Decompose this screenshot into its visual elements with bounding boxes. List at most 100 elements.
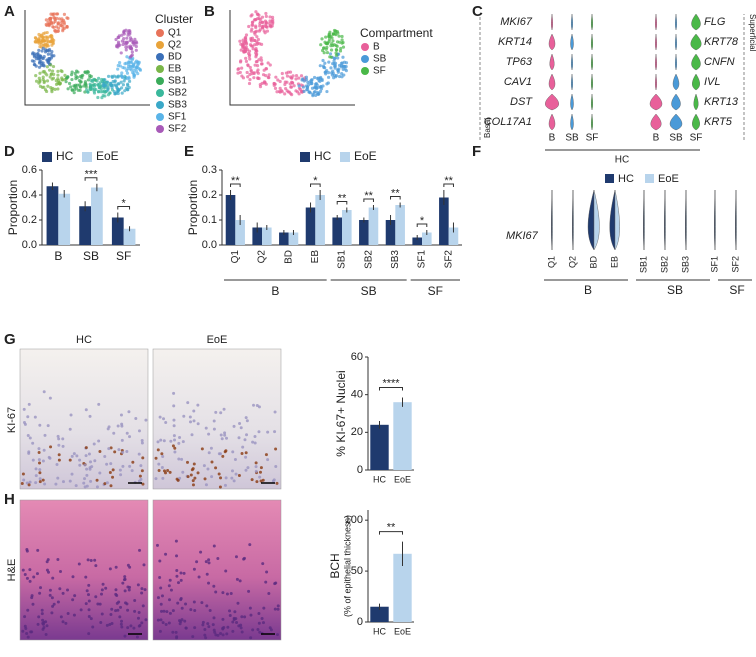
nucleus <box>168 598 172 602</box>
nucleus <box>225 592 229 596</box>
umap-cell <box>341 55 345 59</box>
panel-label: H <box>4 491 15 508</box>
nucleus <box>33 415 37 419</box>
nucleus <box>59 615 63 619</box>
umap-cell <box>127 79 132 83</box>
umap-cell <box>98 84 103 89</box>
umap-cell <box>33 40 37 44</box>
umap-cell <box>244 33 249 37</box>
umap-cell <box>256 12 260 16</box>
nucleus <box>212 616 216 620</box>
sig-label: **** <box>382 377 400 389</box>
x-tick-label: EoE <box>394 626 411 636</box>
nucleus <box>28 480 32 484</box>
nucleus <box>64 621 68 625</box>
violin <box>669 113 683 131</box>
nucleus <box>36 622 40 626</box>
umap-cell <box>129 68 133 72</box>
umap-cell <box>131 62 136 66</box>
nucleus <box>214 410 218 414</box>
bar <box>422 232 432 245</box>
umap-cell <box>62 12 67 16</box>
nucleus <box>41 459 45 463</box>
nucleus <box>177 441 181 445</box>
nucleus <box>26 608 30 612</box>
umap-cell <box>248 57 252 61</box>
umap-cell <box>88 82 92 86</box>
nucleus <box>38 591 42 595</box>
nucleus <box>50 611 54 615</box>
nucleus <box>234 555 238 559</box>
violin <box>587 189 595 251</box>
nucleus <box>43 482 47 486</box>
umap-cell <box>260 20 265 24</box>
umap-cell <box>334 33 338 37</box>
umap-cell <box>329 48 334 52</box>
nucleus <box>181 470 185 474</box>
umap-cell <box>258 24 262 28</box>
nucleus <box>37 447 41 451</box>
legend-swatch <box>361 55 369 63</box>
umap-cell <box>51 40 55 45</box>
umap-cell <box>124 28 128 32</box>
umap-cell <box>120 91 124 95</box>
nucleus <box>199 550 203 554</box>
umap-cell <box>49 12 53 16</box>
bar <box>315 195 325 245</box>
nucleus <box>66 588 70 592</box>
umap-cell <box>46 40 51 44</box>
umap-cell <box>126 67 130 71</box>
nucleus <box>23 615 27 619</box>
nucleus <box>61 591 65 595</box>
nucleus <box>254 461 258 465</box>
nucleus <box>99 620 103 624</box>
umap-cell <box>253 43 257 47</box>
umap-cell <box>322 51 326 55</box>
umap-cell <box>86 70 90 74</box>
nucleus <box>77 562 81 566</box>
umap-cell <box>325 69 329 73</box>
umap-cell <box>237 67 241 71</box>
umap-cell <box>252 71 256 75</box>
umap-cell <box>332 59 336 63</box>
umap-cell <box>31 52 35 56</box>
nucleus <box>193 476 197 480</box>
micrograph <box>19 499 149 641</box>
violin <box>650 113 662 131</box>
umap-cell <box>57 17 62 21</box>
nucleus <box>221 626 225 630</box>
nucleus <box>34 474 38 478</box>
umap-cell <box>134 48 138 52</box>
nucleus <box>48 593 52 597</box>
violin <box>548 113 556 131</box>
umap-cell <box>134 44 138 49</box>
violin <box>714 189 716 251</box>
umap-cell <box>73 71 77 76</box>
nucleus <box>201 620 205 624</box>
nucleus <box>38 461 42 465</box>
nucleus <box>162 609 166 613</box>
nucleus <box>178 476 182 480</box>
umap-cell <box>60 21 64 25</box>
nucleus <box>87 599 91 603</box>
nucleus <box>96 602 100 606</box>
umap-cell <box>274 75 278 79</box>
umap-cell <box>344 69 348 73</box>
umap-cell <box>254 25 258 30</box>
umap-cell <box>34 79 39 83</box>
nucleus <box>265 570 269 574</box>
umap-cell <box>103 78 107 82</box>
nucleus <box>97 402 101 406</box>
nucleus <box>180 457 184 461</box>
legend-label: Q1 <box>168 28 182 39</box>
nucleus <box>249 636 253 640</box>
nucleus <box>93 558 97 562</box>
umap-cell <box>310 78 314 82</box>
y-axis-label: Proportion <box>6 180 20 235</box>
legend-swatch <box>156 77 164 85</box>
umap-cell <box>136 62 141 66</box>
umap-cell <box>54 30 58 34</box>
umap-cell <box>320 77 324 81</box>
bar <box>395 205 405 245</box>
umap-cell <box>49 34 53 38</box>
